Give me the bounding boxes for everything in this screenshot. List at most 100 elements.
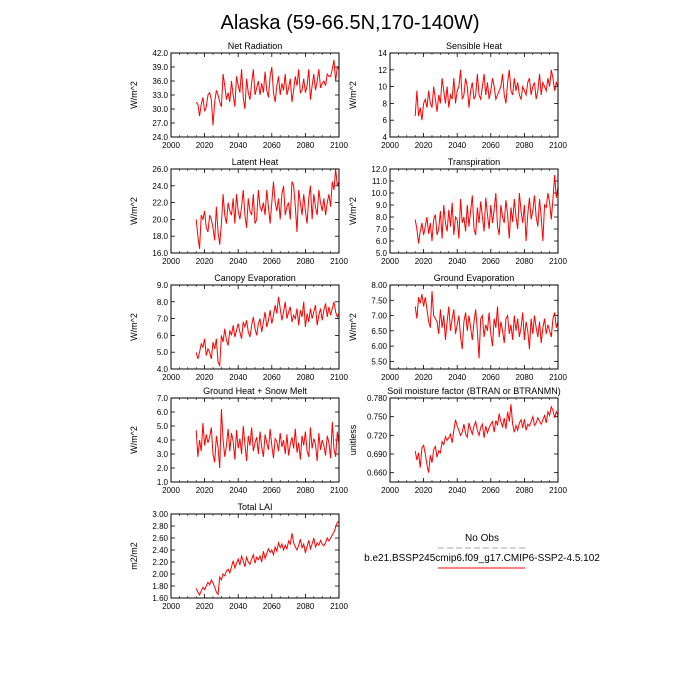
chart-panel: Soil moisture factor (BTRAN or BTRANMN) u… <box>348 386 567 495</box>
x-tick-label: 2000 <box>381 141 399 150</box>
y-tick-label: 8.0 <box>157 298 169 307</box>
y-tick-label: 0.780 <box>367 394 388 403</box>
x-tick-label: 2080 <box>297 141 315 150</box>
series-line <box>414 174 559 244</box>
y-tick-label: 12.0 <box>371 165 387 174</box>
x-tick-label: 2040 <box>448 257 466 266</box>
y-tick-label: 6.00 <box>371 342 387 351</box>
y-tick-label: 0.690 <box>367 450 388 459</box>
y-tick-label: 5.0 <box>157 348 169 357</box>
x-tick-label: 2020 <box>196 486 214 495</box>
x-tick-label: 2080 <box>516 141 534 150</box>
y-tick-label: 33.0 <box>152 91 168 100</box>
legend-obs-label: No Obs <box>465 533 499 544</box>
y-tick-label: 6.0 <box>376 237 388 246</box>
x-tick-label: 2060 <box>482 257 500 266</box>
x-tick-label: 2060 <box>263 373 281 382</box>
plot-frame <box>170 397 340 483</box>
x-tick-label: 2100 <box>330 602 348 611</box>
x-tick-label: 2040 <box>229 486 247 495</box>
x-tick-label: 2000 <box>381 373 399 382</box>
x-tick-label: 2000 <box>162 602 180 611</box>
y-tick-label: 0.750 <box>367 413 388 422</box>
x-tick-label: 2020 <box>415 257 433 266</box>
x-tick-label: 2040 <box>448 373 466 382</box>
x-tick-label: 2080 <box>516 373 534 382</box>
y-tick-label: 7.0 <box>157 394 169 403</box>
chart-title: Ground Evaporation <box>434 273 515 283</box>
x-tick-label: 2020 <box>415 373 433 382</box>
chart-panel: Canopy Evaporation W/m^2 2000 2020 2040 2060 2… <box>129 273 348 382</box>
chart-panel: Ground Evaporation W/m^2 2000 2020 2040 2060 2… <box>348 273 567 382</box>
y-tick-label: 9.0 <box>157 281 169 290</box>
y-axis-label: m2/m2 <box>129 542 139 570</box>
x-tick-label: 2040 <box>448 486 466 495</box>
y-tick-label: 6.50 <box>371 327 387 336</box>
y-tick-label: 7.0 <box>157 315 169 324</box>
chart-panel: Net Radiation W/m^2 2000 2020 2040 2060 2080 21… <box>129 41 348 150</box>
x-tick-label: 2040 <box>229 373 247 382</box>
x-tick-label: 2040 <box>229 602 247 611</box>
plot-frame <box>389 168 559 254</box>
y-axis-label: W/m^2 <box>129 81 139 109</box>
x-tick-label: 2020 <box>415 141 433 150</box>
series-line <box>414 404 559 473</box>
y-axis-label: W/m^2 <box>129 426 139 454</box>
y-tick-label: 0.720 <box>367 431 388 440</box>
x-tick-label: 2100 <box>330 486 348 495</box>
y-tick-label: 2.40 <box>152 546 168 555</box>
y-tick-label: 7.50 <box>371 296 387 305</box>
x-tick-label: 2000 <box>162 141 180 150</box>
chart-title: Net Radiation <box>228 41 283 51</box>
series-line <box>195 59 340 126</box>
series-line <box>195 520 340 597</box>
y-tick-label: 2.80 <box>152 522 168 531</box>
x-tick-label: 2020 <box>415 486 433 495</box>
y-tick-label: 4.0 <box>157 436 169 445</box>
x-tick-label: 2020 <box>196 141 214 150</box>
chart-panel: Sensible Heat W/m^2 2000 2020 2040 2060 2080 21… <box>348 41 567 150</box>
y-tick-label: 14 <box>378 49 387 58</box>
x-tick-label: 2100 <box>549 141 567 150</box>
x-tick-label: 2020 <box>196 257 214 266</box>
x-tick-label: 2060 <box>482 141 500 150</box>
x-tick-label: 2040 <box>448 141 466 150</box>
chart-title: Ground Heat + Snow Melt <box>203 386 307 396</box>
y-tick-label: 16.0 <box>152 249 168 258</box>
y-tick-label: 26.0 <box>152 165 168 174</box>
chart-panel: Total LAI m2/m2 2000 2020 2040 2060 2080 2100 1.… <box>129 502 348 611</box>
plot-frame <box>170 284 340 370</box>
legend: No Obs b.e21.BSSP245cmip6.f09_g17.CMIP6-… <box>364 533 600 569</box>
x-tick-label: 2100 <box>549 486 567 495</box>
y-tick-label: 11.0 <box>372 177 388 186</box>
x-tick-label: 2060 <box>263 602 281 611</box>
y-tick-label: 10 <box>378 83 387 92</box>
y-tick-label: 5.0 <box>157 422 169 431</box>
series-line <box>195 296 340 368</box>
y-tick-label: 4.0 <box>157 365 169 374</box>
x-tick-label: 2080 <box>297 602 315 611</box>
panels: Net Radiation W/m^2 2000 2020 2040 2060 2080 21… <box>129 41 567 611</box>
x-tick-label: 2040 <box>229 141 247 150</box>
y-axis-label: W/m^2 <box>348 313 358 341</box>
y-axis-label: unitless <box>348 424 358 455</box>
plot-frame <box>170 513 340 599</box>
y-tick-label: 3.00 <box>152 510 168 519</box>
legend-model-label: b.e21.BSSP245cmip6.f09_g17.CMIP6-SSP2-4.… <box>364 553 600 564</box>
y-tick-label: 6 <box>383 116 388 125</box>
y-axis-label: W/m^2 <box>348 197 358 225</box>
plot-frame <box>170 168 340 254</box>
y-tick-label: 3.0 <box>157 450 169 459</box>
y-tick-label: 0.660 <box>367 469 388 478</box>
y-tick-label: 2.60 <box>152 534 168 543</box>
x-tick-label: 2080 <box>297 373 315 382</box>
chart-panel: Ground Heat + Snow Melt W/m^2 2000 2020 2040… <box>129 386 348 495</box>
y-tick-label: 8.0 <box>376 213 388 222</box>
chart-title: Canopy Evaporation <box>214 273 296 283</box>
x-tick-label: 2020 <box>196 373 214 382</box>
y-tick-label: 12 <box>378 66 387 75</box>
y-tick-label: 27.0 <box>152 119 168 128</box>
x-tick-label: 2060 <box>482 486 500 495</box>
plot-frame <box>389 284 559 370</box>
x-tick-label: 2040 <box>229 257 247 266</box>
